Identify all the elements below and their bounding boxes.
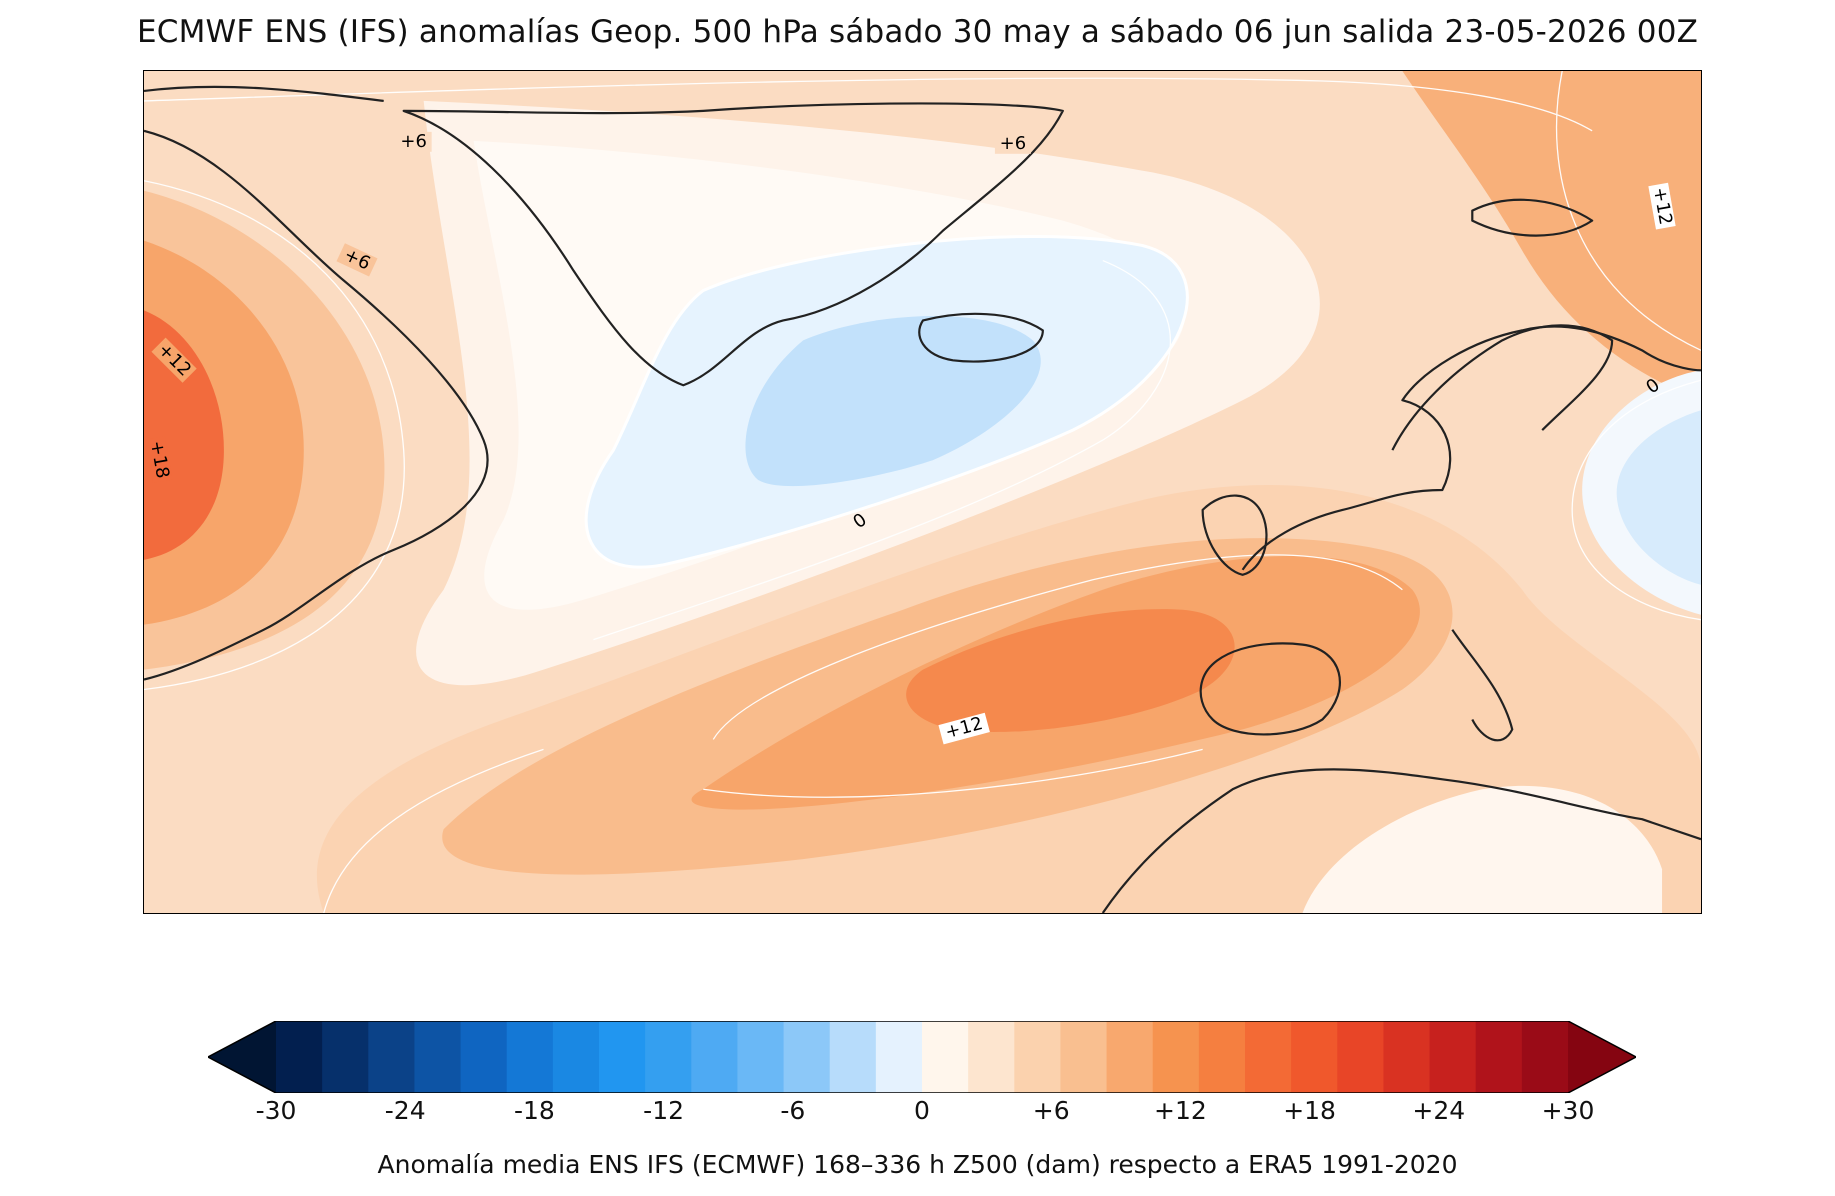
contour-label-plus6-b: +6 <box>1000 133 1026 154</box>
anomaly-map[interactable]: +6 +6 +6 +12 +12 +18 0 +12 0 <box>143 70 1702 914</box>
colorbar-cell <box>276 1021 323 1093</box>
colorbar-cell <box>1014 1021 1062 1093</box>
colorbar-cell <box>968 1021 1015 1093</box>
colorbar-cell <box>1198 1021 1246 1093</box>
colorbar-cell <box>829 1021 877 1093</box>
contour-plus6-north <box>144 77 1593 132</box>
contour-lines <box>144 71 1701 913</box>
map-canvas: +6 +6 +6 +12 +12 +18 0 +12 0 <box>144 71 1701 913</box>
subtrop-core <box>906 609 1235 733</box>
colorbar-tick-label: +12 <box>1154 1096 1207 1125</box>
iceland-coast <box>918 312 1044 363</box>
colorbar-caption: Anomalía media ENS IFS (ECMWF) 168–336 h… <box>377 1150 1458 1179</box>
colorbar-tick-label: -24 <box>384 1096 426 1125</box>
contour-zero-atlantic <box>593 259 1171 641</box>
colorbar-tick-label: +24 <box>1412 1096 1466 1125</box>
colorbar-tick-label: +30 <box>1541 1096 1595 1125</box>
colorbar-cell <box>599 1021 646 1093</box>
colorbar-cell <box>1429 1021 1477 1093</box>
chart-title: ECMWF ENS (IFS) anomalías Geop. 500 hPa … <box>136 14 1699 50</box>
colorbar-tick-label: +18 <box>1283 1096 1336 1125</box>
colorbar-tick-label: 0 <box>914 1096 930 1125</box>
contour-south <box>323 748 544 913</box>
scandinavia-coast <box>1391 324 1614 451</box>
africa-coast <box>1101 768 1701 913</box>
contour-plus12-south <box>703 748 1203 798</box>
colorbar-cell <box>875 1021 923 1093</box>
colorbar-tick-label: -18 <box>513 1096 555 1125</box>
contour-plus12-belt <box>712 554 1403 740</box>
colorbar-tick-label: -30 <box>255 1096 297 1125</box>
colorbar-cell <box>645 1021 692 1093</box>
colorbar-cell <box>1291 1021 1338 1093</box>
italy-coast <box>1451 629 1514 742</box>
contour-east <box>1571 379 1701 621</box>
colorbar-tick-label: -12 <box>643 1096 685 1125</box>
labrador-coast <box>144 129 489 681</box>
colorbar-over-arrow <box>1568 1021 1636 1093</box>
colorbar-cell <box>1337 1021 1385 1093</box>
iberia-coast <box>1199 642 1341 736</box>
europe-coast <box>1241 325 1701 571</box>
colorbar-cell <box>1383 1021 1431 1093</box>
colorbar-cell <box>460 1021 508 1093</box>
east-neg-core <box>1616 410 1701 585</box>
greenland-coast <box>402 102 1064 387</box>
canada-arctic-coast <box>144 85 384 103</box>
colorbar-cell <box>922 1021 969 1093</box>
colorbar-cell <box>506 1021 554 1093</box>
colorbar-cell <box>1475 1021 1523 1093</box>
colorbar-cell <box>414 1021 462 1093</box>
colorbar-cell <box>1521 1021 1569 1093</box>
neg-anomaly-core <box>745 316 1041 487</box>
colorbar-cell <box>783 1021 831 1093</box>
colorbar-cell <box>368 1021 416 1093</box>
contour-west <box>144 180 405 691</box>
britain-coast <box>1201 494 1268 576</box>
africa-pale <box>1302 785 1663 913</box>
colorbar-cell <box>737 1021 785 1093</box>
colorbar-cells <box>276 1021 1569 1093</box>
colorbar-cell <box>322 1021 369 1093</box>
contour-plus12-ne <box>1555 71 1701 351</box>
coastlines <box>144 85 1701 913</box>
colorbar-cell <box>1245 1021 1292 1093</box>
contour-label-plus6-a: +6 <box>400 131 426 152</box>
colorbar-tick-label: -6 <box>780 1096 806 1125</box>
colorbar-cell <box>1060 1021 1108 1093</box>
colorbar <box>208 1021 1636 1093</box>
colorbar-cell <box>552 1021 600 1093</box>
colorbar-tick-label: +6 <box>1032 1096 1070 1125</box>
colorbar-cell <box>1106 1021 1154 1093</box>
colorbar-cell <box>691 1021 739 1093</box>
colorbar-under-arrow <box>208 1021 276 1093</box>
west-high-core <box>144 310 224 560</box>
svalbard-coast <box>1471 198 1594 237</box>
colorbar-cell <box>1152 1021 1200 1093</box>
